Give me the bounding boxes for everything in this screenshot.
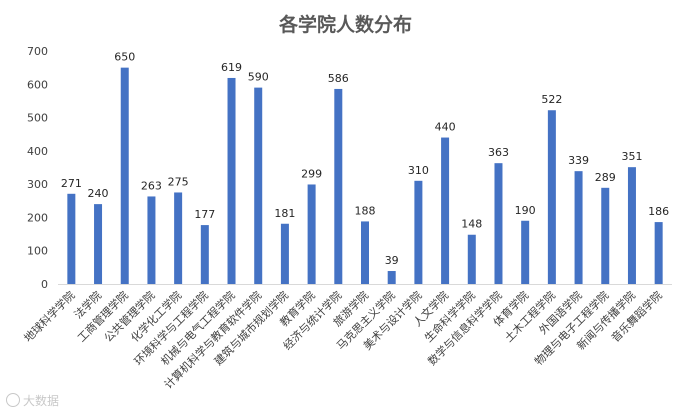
data-label: 263 bbox=[141, 179, 162, 192]
data-label: 440 bbox=[435, 121, 456, 134]
watermark: 大数据 bbox=[6, 392, 59, 409]
bar bbox=[280, 223, 289, 284]
bar bbox=[521, 220, 530, 284]
bar bbox=[174, 192, 183, 284]
bar bbox=[227, 77, 236, 284]
y-tick-label: 600 bbox=[27, 78, 48, 91]
data-labels: 271 240 650 263 275 177 619 590 181 299 586 188 39 31… bbox=[61, 51, 669, 267]
y-tick-label: 500 bbox=[27, 112, 48, 125]
bar bbox=[334, 88, 343, 285]
bar bbox=[254, 87, 263, 284]
y-axis: 0 100 200 300 400 500 600 700 bbox=[27, 45, 48, 291]
category-labels: 地球科学学院法学院工商管理学院公共管理学院化学化工学院环境科学与工程学院机械与电… bbox=[21, 288, 665, 391]
data-label: 275 bbox=[168, 175, 189, 188]
data-label: 289 bbox=[595, 171, 616, 184]
bar bbox=[601, 187, 610, 284]
data-label: 351 bbox=[621, 150, 642, 163]
bar bbox=[200, 225, 209, 284]
data-label: 181 bbox=[274, 207, 295, 220]
data-label: 271 bbox=[61, 177, 82, 190]
data-label: 310 bbox=[408, 164, 429, 177]
data-label: 39 bbox=[385, 254, 399, 267]
data-label: 148 bbox=[461, 218, 482, 231]
data-label: 590 bbox=[248, 71, 269, 84]
y-tick-label: 100 bbox=[27, 245, 48, 258]
data-label: 363 bbox=[488, 146, 509, 159]
category-label: 地球科学学院 bbox=[21, 288, 78, 345]
data-label: 619 bbox=[221, 61, 242, 74]
bar bbox=[654, 222, 663, 284]
watermark-logo-icon bbox=[6, 393, 20, 407]
bar bbox=[387, 271, 396, 284]
bar bbox=[361, 221, 369, 284]
chart-title: 各学院人数分布 bbox=[278, 14, 412, 36]
data-label: 339 bbox=[568, 154, 589, 167]
y-tick-label: 400 bbox=[27, 145, 48, 158]
bar bbox=[94, 204, 103, 284]
bar bbox=[627, 167, 636, 284]
data-label: 186 bbox=[648, 205, 669, 218]
bar bbox=[494, 163, 503, 284]
y-tick-label: 700 bbox=[27, 45, 48, 58]
watermark-text: 大数据 bbox=[23, 394, 60, 408]
bars bbox=[67, 67, 663, 285]
bar bbox=[147, 196, 156, 284]
bar bbox=[307, 184, 316, 284]
bar bbox=[574, 171, 583, 284]
data-label: 299 bbox=[301, 167, 322, 180]
data-label: 188 bbox=[355, 204, 376, 217]
y-tick-label: 200 bbox=[27, 211, 48, 224]
bar bbox=[547, 110, 556, 285]
bar bbox=[441, 137, 450, 284]
bar bbox=[467, 234, 476, 284]
data-label: 522 bbox=[541, 93, 562, 106]
data-label: 190 bbox=[515, 204, 536, 217]
y-tick-label: 300 bbox=[27, 178, 48, 191]
bar bbox=[120, 67, 129, 285]
bar bbox=[414, 180, 423, 284]
data-label: 240 bbox=[88, 187, 109, 200]
data-label: 586 bbox=[328, 72, 349, 85]
y-tick-label: 0 bbox=[41, 278, 48, 291]
bar bbox=[67, 193, 76, 284]
data-label: 650 bbox=[114, 51, 135, 64]
data-label: 177 bbox=[194, 208, 215, 221]
